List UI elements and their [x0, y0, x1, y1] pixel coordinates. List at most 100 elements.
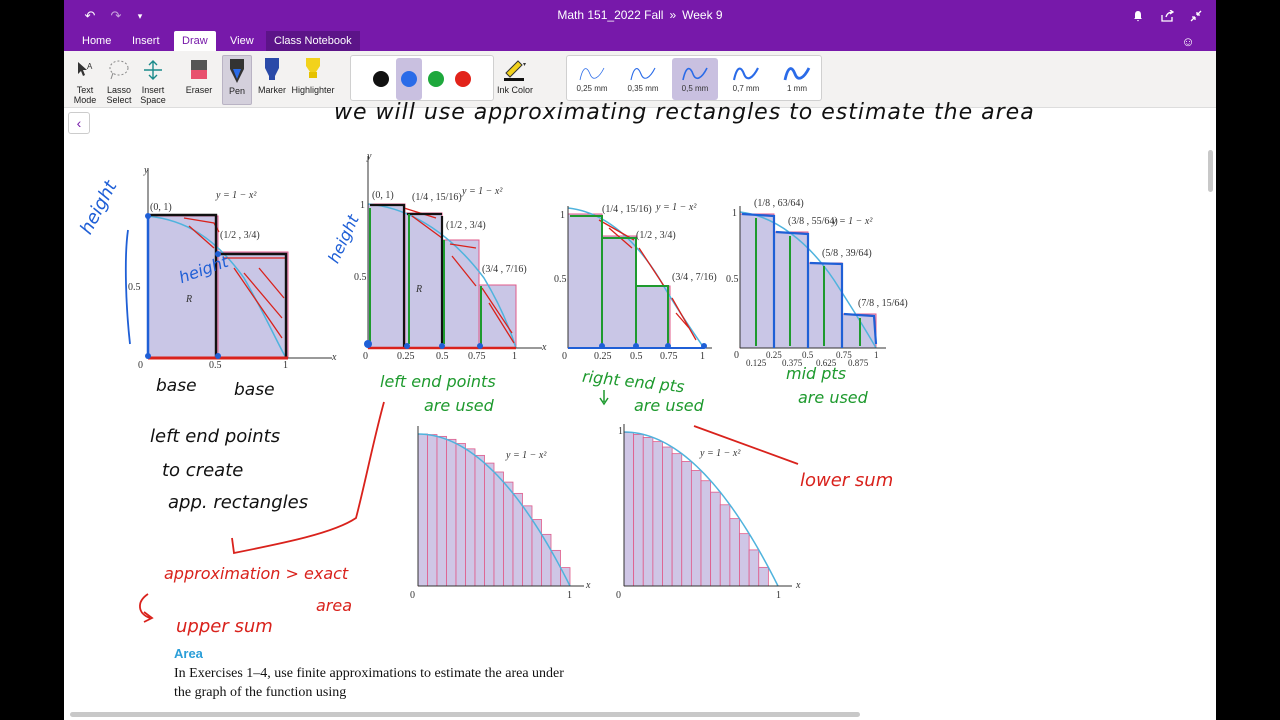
insert-space-icon [136, 55, 170, 85]
vertical-scrollbar[interactable] [1208, 150, 1213, 192]
fig3-point-2: (1/2 , 3/4) [636, 230, 676, 241]
fig3-tick-1: 1 [700, 351, 705, 362]
sum-rect [436, 435, 447, 587]
svg-text:▾: ▾ [523, 62, 526, 68]
undo-icon[interactable]: ↶ [84, 8, 96, 23]
fig4-tick-025: 0.25 [766, 350, 782, 360]
text-mode-label: Text Mode [73, 85, 97, 105]
fig4-tick-0875: 0.875 [848, 358, 869, 368]
fig2-x-axis: x [541, 342, 547, 353]
fig3-point-3: (3/4 , 7/16) [672, 272, 717, 283]
pen-icon [223, 56, 251, 86]
fig2-point-2: (1/4 , 15/16) [412, 192, 462, 203]
sum-rect [512, 492, 523, 587]
thickness-035[interactable]: 0,35 mm [620, 58, 666, 100]
fig2-tick-025: 0.25 [397, 351, 415, 362]
bell-icon[interactable] [1128, 6, 1148, 26]
draw-ribbon: A Text Mode Lasso Select Insert Space Er… [64, 51, 1216, 108]
fig3-tick-0: 0 [562, 351, 567, 362]
marker-button[interactable]: Marker [256, 55, 288, 105]
note-page[interactable]: ‹ we will use approximating rectangles t… [64, 100, 1216, 720]
fig2-y-axis: y [366, 151, 372, 162]
insert-space-button[interactable]: Insert Space [136, 55, 170, 105]
customize-toolbar-icon[interactable]: ▾ [137, 10, 143, 21]
fig1-x-half: 0.5 [209, 360, 222, 371]
redo-icon[interactable]: ↷ [110, 8, 122, 23]
sum-rect [417, 433, 428, 587]
sum-rect [623, 432, 635, 587]
fig5-x-zero: 0 [410, 590, 415, 601]
eraser-button[interactable]: Eraser [182, 55, 216, 105]
back-button[interactable]: ‹ [68, 112, 90, 134]
sum-rect [446, 438, 457, 587]
fig2-y-one: 1 [360, 200, 365, 211]
fig3-tick-025: 0.25 [594, 351, 612, 362]
text-mode-button[interactable]: A Text Mode [70, 55, 100, 105]
color-green-swatch[interactable] [428, 71, 444, 87]
feedback-smiley-icon[interactable]: ☺ [1181, 33, 1195, 49]
tab-home[interactable]: Home [82, 35, 112, 47]
color-palette [350, 55, 494, 101]
color-red-swatch[interactable] [455, 71, 471, 87]
fig4-tick-075: 0.75 [836, 350, 852, 360]
fig1-point-1: (0, 1) [150, 202, 172, 213]
color-black-swatch[interactable] [373, 71, 389, 87]
note-left-end-create-1: left end points [150, 426, 281, 447]
ink-color-button[interactable]: ▾ Ink Color [496, 55, 534, 105]
fig1-equation: y = 1 − x² [215, 190, 257, 201]
marker-label: Marker [257, 85, 286, 95]
fig2-point-1: (0, 1) [372, 190, 394, 201]
insert-space-label: Insert Space [140, 85, 166, 105]
figure-4: y = 1 − x² (1/8 , 63/64) (3/8 , 55/64) (… [726, 198, 908, 368]
ribbon-tabs: Home Insert Draw View Class Notebook ☺ [64, 31, 1216, 51]
sum-rect [739, 533, 750, 587]
note-upper-sum: upper sum [176, 616, 273, 637]
share-icon[interactable] [1157, 6, 1177, 26]
tab-class-notebook[interactable]: Class Notebook [266, 31, 360, 51]
fig2-y-half: 0.5 [354, 272, 367, 283]
thickness-025[interactable]: 0,25 mm [569, 58, 615, 100]
lasso-select-button[interactable]: Lasso Select [102, 55, 136, 105]
sum-rect [465, 448, 476, 587]
note-left-end-points: left end points [380, 372, 496, 391]
horizontal-scrollbar[interactable] [70, 712, 860, 717]
thickness-1-label: 1 mm [787, 84, 807, 93]
stroke-preview-icon [732, 67, 759, 81]
title-notebook: Math 151_2022 Fall [557, 8, 664, 22]
thickness-palette: 0,25 mm 0,35 mm 0,5 mm 0,7 mm 1 mm [566, 55, 822, 101]
tab-draw[interactable]: Draw [174, 31, 216, 51]
fig4-tick-0625: 0.625 [816, 358, 837, 368]
sum-rect [503, 481, 514, 587]
lasso-select-label: Lasso Select [106, 85, 132, 105]
thickness-05[interactable]: 0,5 mm [672, 58, 718, 100]
fig5-x-axis: x [585, 580, 591, 591]
note-lower-sum: lower sum [800, 470, 894, 491]
figure-5 [417, 426, 584, 587]
ink-color-icon: ▾ [496, 55, 534, 85]
highlighter-button[interactable]: Highlighter [290, 55, 336, 105]
fig3-y-half: 0.5 [554, 274, 567, 285]
ink-color-label: Ink Color [496, 85, 533, 95]
thickness-1[interactable]: 1 mm [774, 58, 820, 100]
highlighter-icon [290, 55, 336, 85]
fig6-x-one: 1 [776, 590, 781, 601]
note-approximation: approximation > exact [164, 564, 349, 583]
stroke-preview-icon [579, 67, 605, 81]
textbook-line-1: In Exercises 1–4, use finite approximati… [174, 666, 564, 681]
pen-button[interactable]: Pen [222, 55, 252, 105]
stroke-preview-icon [682, 67, 708, 81]
tab-insert[interactable]: Insert [132, 35, 160, 47]
pen-label: Pen [228, 86, 245, 96]
tab-view[interactable]: View [230, 35, 254, 47]
fig3-equation: y = 1 − x² [655, 202, 697, 213]
fig2-tick-0: 0 [363, 351, 368, 362]
color-blue-swatch[interactable] [401, 71, 417, 87]
thickness-07[interactable]: 0,7 mm [723, 58, 769, 100]
fig4-tick-05: 0.5 [802, 350, 814, 360]
fig1-point-2: (1/2 , 3/4) [220, 230, 260, 241]
note-left-are-used: are used [424, 396, 494, 415]
sum-rect [729, 518, 740, 587]
figure-3: y = 1 − x² (1/4 , 15/16) (1/2 , 3/4) (3/… [554, 202, 717, 362]
collapse-icon[interactable] [1186, 6, 1206, 26]
textbook-line-2: the graph of the function using [174, 685, 347, 700]
